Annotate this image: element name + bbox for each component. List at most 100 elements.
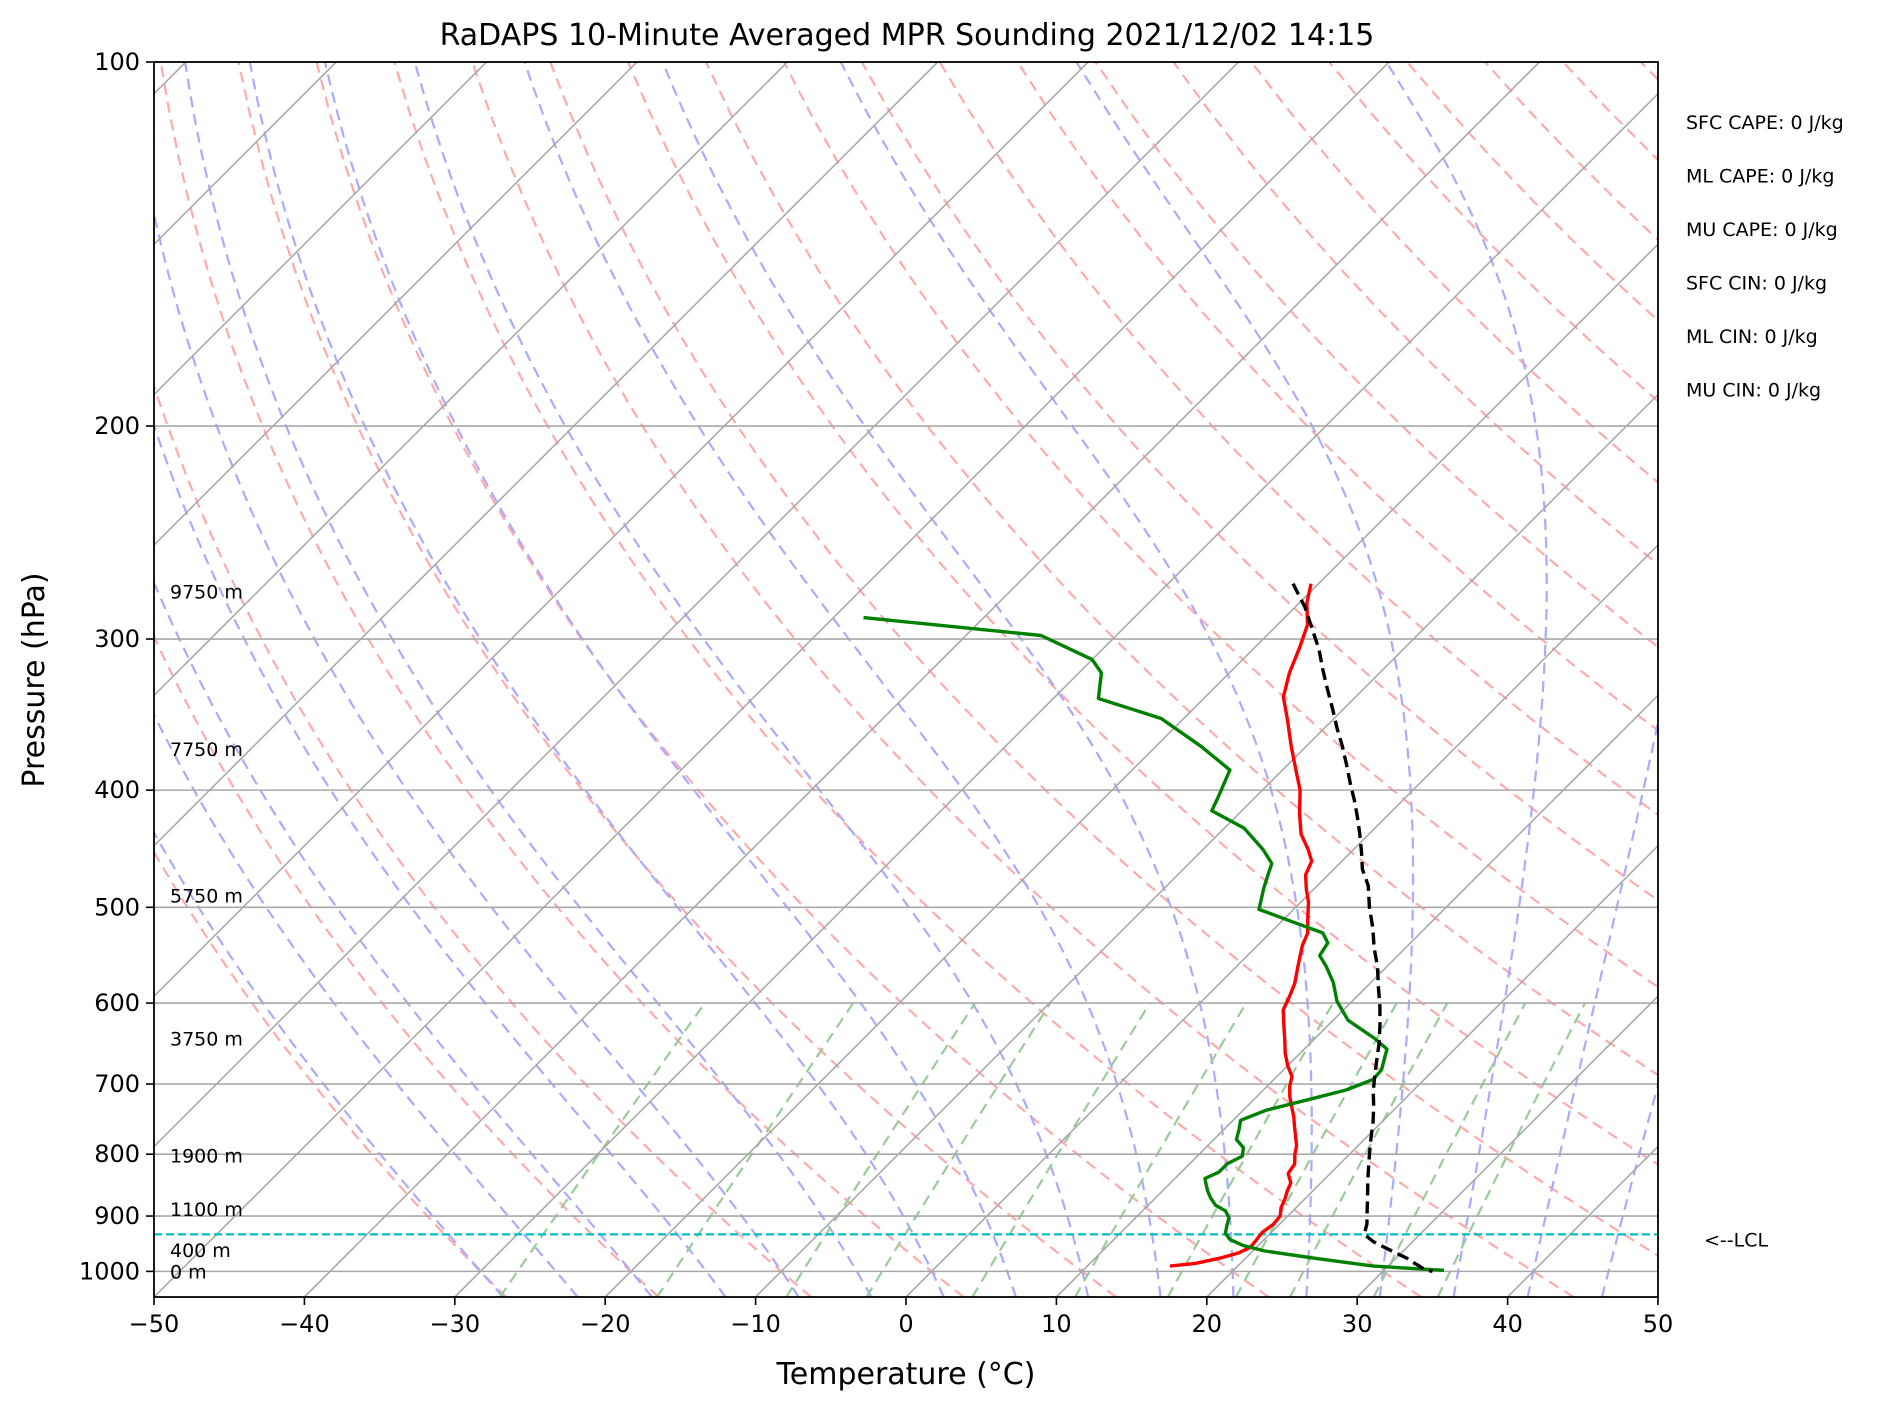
moist-adiabat bbox=[154, 712, 579, 1297]
chart-title: RaDAPS 10-Minute Averaged MPR Sounding 2… bbox=[440, 18, 1375, 53]
height-label: 0 m bbox=[170, 1261, 207, 1283]
dry-adiabat bbox=[1016, 62, 1658, 732]
x-tick-label: 20 bbox=[1192, 1310, 1223, 1338]
isotherm bbox=[154, 62, 638, 547]
dry-adiabat bbox=[705, 62, 1658, 1077]
x-tick-label: −40 bbox=[279, 1310, 330, 1338]
mixing-ratio-line bbox=[1235, 1002, 1398, 1297]
y-tick-label: 300 bbox=[94, 625, 140, 653]
parcel-line bbox=[1291, 582, 1433, 1274]
mixing-ratio-line bbox=[1166, 1002, 1334, 1297]
height-label: 7750 m bbox=[170, 739, 243, 761]
moist-adiabat bbox=[248, 62, 945, 1297]
dry-adiabat bbox=[938, 62, 1658, 817]
lcl-label: <--LCL bbox=[1704, 1229, 1768, 1251]
isotherm bbox=[454, 92, 1658, 1297]
moist-adiabat bbox=[1075, 62, 1415, 1297]
height-label: 3750 m bbox=[170, 1029, 243, 1051]
y-tick-label: 500 bbox=[94, 893, 140, 921]
moist-adiabat bbox=[154, 422, 727, 1297]
temperature-line bbox=[1169, 583, 1314, 1268]
dry-adiabat bbox=[1562, 62, 1658, 162]
index-sfc-cape: SFC CAPE: 0 J/kg bbox=[1686, 112, 1844, 134]
moist-adiabat bbox=[154, 580, 653, 1297]
dry-adiabat bbox=[1094, 62, 1658, 649]
isotherm bbox=[303, 62, 1540, 1297]
isotherm bbox=[755, 393, 1658, 1297]
background-lines bbox=[154, 62, 1882, 1297]
y-tick-label: 800 bbox=[94, 1140, 140, 1168]
axis-ticks: −50 −40 −30 −20 −10 0 10 20 30 40 50 100 200 300 400 50… bbox=[79, 48, 1673, 1338]
moist-adiabat bbox=[523, 62, 1162, 1297]
isotherm bbox=[1206, 844, 1658, 1297]
x-tick-label: −50 bbox=[129, 1310, 180, 1338]
isotherm bbox=[154, 62, 1390, 1297]
y-axis-label: Pressure (hPa) bbox=[17, 572, 52, 787]
y-tick-label: 1000 bbox=[79, 1257, 140, 1285]
dry-adiabat bbox=[1250, 62, 1658, 484]
dry-adiabat bbox=[237, 62, 1117, 1297]
dry-adiabat bbox=[159, 62, 965, 1297]
index-mu-cin: MU CIN: 0 J/kg bbox=[1686, 380, 1821, 402]
isotherm bbox=[154, 62, 1089, 998]
y-tick-label: 600 bbox=[94, 989, 140, 1017]
index-ml-cape: ML CAPE: 0 J/kg bbox=[1686, 166, 1834, 188]
y-tick-label: 700 bbox=[94, 1070, 140, 1098]
index-sfc-cin: SFC CIN: 0 J/kg bbox=[1686, 273, 1827, 295]
dry-adiabat bbox=[549, 62, 1658, 1257]
isotherm bbox=[1356, 995, 1658, 1297]
moist-adiabat bbox=[413, 62, 1090, 1297]
moist-adiabat bbox=[1677, 62, 1882, 1297]
profile-series bbox=[154, 582, 1658, 1274]
dry-adiabat bbox=[1172, 62, 1658, 566]
mixing-ratio-line bbox=[1074, 1002, 1248, 1297]
mixing-ratio-line bbox=[1372, 1002, 1527, 1297]
dry-adiabat bbox=[154, 849, 507, 1297]
index-ml-cin: ML CIN: 0 J/kg bbox=[1686, 326, 1818, 348]
x-tick-label: 40 bbox=[1492, 1310, 1523, 1338]
dry-adiabat bbox=[1875, 62, 1882, 1297]
dry-adiabat bbox=[1328, 62, 1658, 403]
mixing-ratio-line bbox=[865, 1002, 1052, 1297]
moist-adiabat bbox=[1526, 717, 1658, 1297]
dry-adiabat bbox=[782, 62, 1658, 989]
moist-adiabat bbox=[184, 62, 873, 1297]
moist-adiabat bbox=[154, 208, 800, 1297]
y-tick-label: 200 bbox=[94, 412, 140, 440]
y-tick-label: 100 bbox=[94, 48, 140, 76]
moist-adiabat bbox=[154, 830, 504, 1297]
dry-adiabat bbox=[1484, 62, 1658, 242]
dry-adiabat bbox=[860, 62, 1658, 902]
isotherm bbox=[1055, 694, 1658, 1297]
y-tick-label: 400 bbox=[94, 776, 140, 804]
dry-adiabat bbox=[627, 62, 1658, 1166]
dry-adiabat bbox=[154, 634, 660, 1297]
isotherm bbox=[154, 62, 788, 697]
mixing-ratio-line bbox=[785, 1002, 976, 1297]
dry-adiabat bbox=[1640, 62, 1658, 81]
height-label: 9750 m bbox=[170, 581, 243, 603]
y-tick-label: 900 bbox=[94, 1202, 140, 1230]
height-label: 1100 m bbox=[170, 1199, 243, 1221]
isotherm bbox=[154, 62, 488, 396]
isotherm bbox=[154, 62, 1240, 1148]
moist-adiabat bbox=[1600, 1081, 1658, 1297]
isotherm bbox=[1657, 1295, 1658, 1297]
dry-adiabat bbox=[1797, 62, 1882, 1297]
height-label: 5750 m bbox=[170, 886, 243, 908]
isotherm bbox=[905, 543, 1658, 1297]
height-label: 1900 m bbox=[170, 1145, 243, 1167]
mixing-ratio-line bbox=[971, 1002, 1151, 1297]
index-mu-cape: MU CAPE: 0 J/kg bbox=[1686, 219, 1838, 241]
x-tick-label: 50 bbox=[1643, 1310, 1674, 1338]
x-axis-label: Temperature (°C) bbox=[776, 1357, 1036, 1392]
height-label: 400 m bbox=[170, 1240, 231, 1262]
moist-adiabat bbox=[839, 62, 1313, 1297]
mixing-ratio-line bbox=[1436, 1002, 1586, 1297]
moist-adiabat bbox=[323, 62, 1017, 1297]
moist-adiabat bbox=[1385, 62, 1548, 1297]
moist-adiabat bbox=[661, 62, 1235, 1297]
dry-adiabat bbox=[393, 62, 1422, 1297]
